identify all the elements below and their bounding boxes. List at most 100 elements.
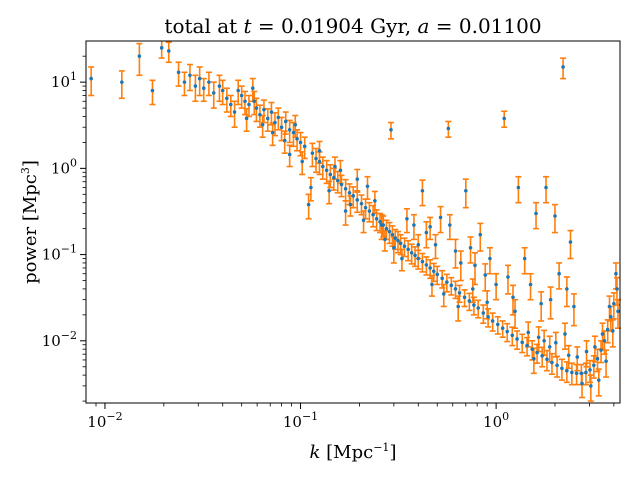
data-point (324, 168, 329, 173)
data-point (298, 140, 303, 145)
data-point (528, 282, 533, 287)
data-point (505, 329, 510, 334)
data-point (243, 99, 247, 104)
data-point (260, 123, 265, 127)
data-point (554, 340, 558, 345)
data-point (453, 249, 458, 253)
data-point (500, 326, 505, 331)
data-point (612, 301, 616, 306)
data-point (614, 271, 618, 276)
data-point (287, 128, 292, 132)
data-point (494, 282, 498, 287)
data-point (610, 329, 615, 333)
data-point (464, 188, 468, 193)
data-point (589, 384, 593, 388)
data-point (468, 245, 473, 250)
data-point (428, 225, 432, 229)
data-point (568, 240, 573, 244)
data-point (314, 156, 318, 161)
data-point (467, 299, 472, 303)
data-point (310, 151, 315, 155)
data-point (456, 304, 461, 309)
data-point (453, 287, 458, 291)
data-point (293, 123, 298, 127)
data-point (592, 363, 596, 368)
data-point (511, 295, 515, 300)
data-point (428, 266, 432, 270)
data-point (355, 198, 360, 202)
data-point (402, 244, 407, 249)
data-point (520, 340, 525, 345)
data-point (317, 159, 322, 164)
data-point (228, 102, 233, 107)
data-point (279, 125, 284, 130)
data-point (405, 217, 409, 221)
data-point (553, 214, 557, 218)
data-point (602, 339, 607, 343)
data-point (563, 332, 567, 336)
data-point (197, 76, 202, 81)
data-point (247, 102, 251, 107)
data-point (273, 120, 277, 125)
data-point (616, 309, 620, 314)
data-point (367, 209, 372, 213)
data-point (392, 245, 396, 250)
data-point (182, 80, 187, 84)
plot-frame (85, 40, 621, 404)
data-point (137, 54, 142, 58)
data-point (416, 242, 421, 247)
data-point (473, 263, 477, 268)
data-point (506, 275, 510, 279)
data-point (544, 185, 548, 190)
data-point (409, 250, 414, 255)
data-point (333, 164, 337, 169)
y-tick-label: 10−2 (42, 329, 77, 350)
data-point (374, 217, 379, 221)
data-point (441, 292, 446, 296)
data-point (420, 259, 425, 264)
data-point (462, 295, 467, 300)
data-point (389, 128, 393, 132)
data-point (513, 309, 517, 314)
data-point (572, 304, 576, 309)
x-tick-label: 10−2 (87, 410, 122, 431)
data-point (565, 287, 569, 291)
y-tick-label: 10−1 (42, 243, 77, 264)
data-point (570, 370, 574, 375)
data-point (575, 355, 580, 359)
data-point (359, 201, 364, 206)
data-point (580, 381, 584, 386)
data-point (476, 306, 481, 310)
data-point (593, 345, 597, 349)
data-point (217, 84, 222, 88)
x-tick-label: 10−1 (283, 410, 318, 431)
data-point (283, 119, 288, 124)
data-point (348, 202, 353, 207)
data-point (317, 148, 322, 153)
data-point (545, 357, 549, 362)
data-point (607, 304, 612, 309)
data-point (306, 202, 311, 207)
y-tick-label: 100 (51, 156, 77, 177)
data-point (406, 247, 410, 252)
data-point (446, 126, 451, 131)
data-point (250, 86, 255, 91)
data-point (371, 212, 375, 217)
data-point (378, 220, 382, 224)
y-axis-ticks: 10−2 10−1 100 101 (42, 55, 86, 402)
chart-title: total at t = 0.01904 Gyr, a = 0.01100 (164, 14, 541, 38)
data-point (449, 283, 454, 288)
data-point (604, 359, 608, 364)
data-point (424, 263, 429, 267)
data-point (327, 188, 331, 193)
data-point (120, 80, 124, 84)
data-point (609, 314, 613, 319)
data-point (560, 366, 564, 371)
data-point (540, 354, 544, 358)
data-point (412, 223, 416, 227)
data-point (302, 144, 307, 149)
data-point (321, 164, 325, 169)
data-point (584, 349, 589, 354)
data-point (565, 368, 569, 373)
data-point (457, 291, 462, 295)
